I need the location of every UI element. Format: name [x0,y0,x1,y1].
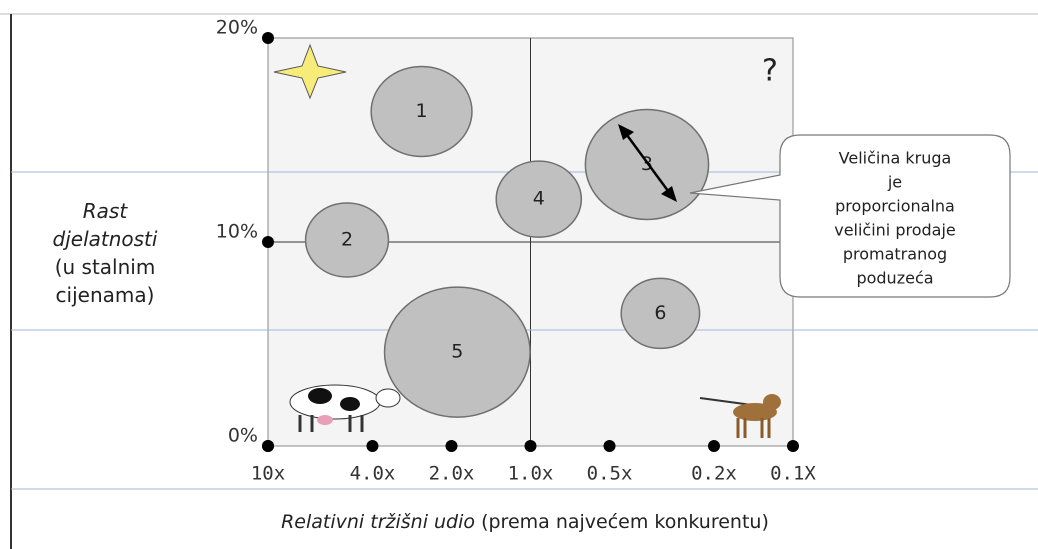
x-tick-label: 10x [251,463,285,485]
x-tick-label: 0.2x [691,463,737,485]
x-tick-label: 0.1X [770,463,816,485]
x-axis-label-italic: Relativni tržišni udio [281,511,475,533]
x-tick-dot [604,440,616,452]
callout-text: veličini prodaje [834,221,956,240]
y-tick-label: 10% [216,221,258,243]
bubble-label: 1 [416,100,428,122]
quadrant-question: ? [762,54,778,89]
x-tick-dot [787,440,799,452]
y-tick-dot [262,236,274,248]
y-axis-label: Rast djelatnosti (u stalnim cijenama) [53,199,158,307]
y-tick-dot [262,32,274,44]
cow-spot [308,388,332,404]
x-axis-label-plain: (prema najvećem konkurentu) [475,511,769,533]
x-tick-dot [366,440,378,452]
y-axis-label-line: Rast [83,199,129,223]
y-axis-label-line: djelatnosti [53,227,158,251]
cow-spot [340,397,360,411]
callout-text: poduzeća [856,269,933,288]
x-tick-dot [525,440,537,452]
x-tick-label: 4.0x [350,463,396,485]
cow-udder [317,415,333,425]
y-tick-label: 0% [228,425,258,447]
x-axis-label: Relativni tržišni udio (prema najvećem k… [281,511,769,533]
bubble-label: 5 [451,341,463,363]
callout-text: promatranog [843,245,947,264]
x-tick-dot [445,440,457,452]
bubble-label: 6 [654,302,666,324]
cow-head [376,389,400,407]
cow-icon [290,385,380,419]
x-tick-dot [708,440,720,452]
chart: 0% 10% 20% 10x 4.0x 2.0x 1.0x 0.5x 0.2x 0.1X Rast d… [0,0,1038,549]
x-tick-label: 2.0x [429,463,475,485]
x-tick-label: 1.0x [508,463,554,485]
x-tick-label: 0.5x [587,463,633,485]
y-axis-label-line: (u stalnim [55,255,156,279]
bubble-label: 4 [533,188,545,210]
bubble-label: 2 [341,228,353,250]
callout-text: proporcionalna [835,197,955,216]
y-tick-label: 20% [216,17,258,39]
callout-text: je [887,173,902,192]
dog-head [763,394,781,410]
y-axis-label-line: cijenama) [56,283,155,307]
page: {"chart_data": { "type": "bubble", "labe… [0,0,1038,549]
callout-text: Veličina kruga [839,149,952,168]
x-tick-dot [262,440,274,452]
